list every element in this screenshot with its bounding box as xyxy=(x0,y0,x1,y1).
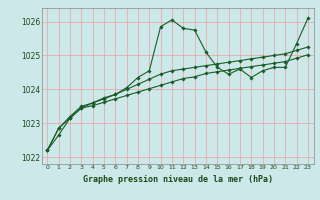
X-axis label: Graphe pression niveau de la mer (hPa): Graphe pression niveau de la mer (hPa) xyxy=(83,175,273,184)
